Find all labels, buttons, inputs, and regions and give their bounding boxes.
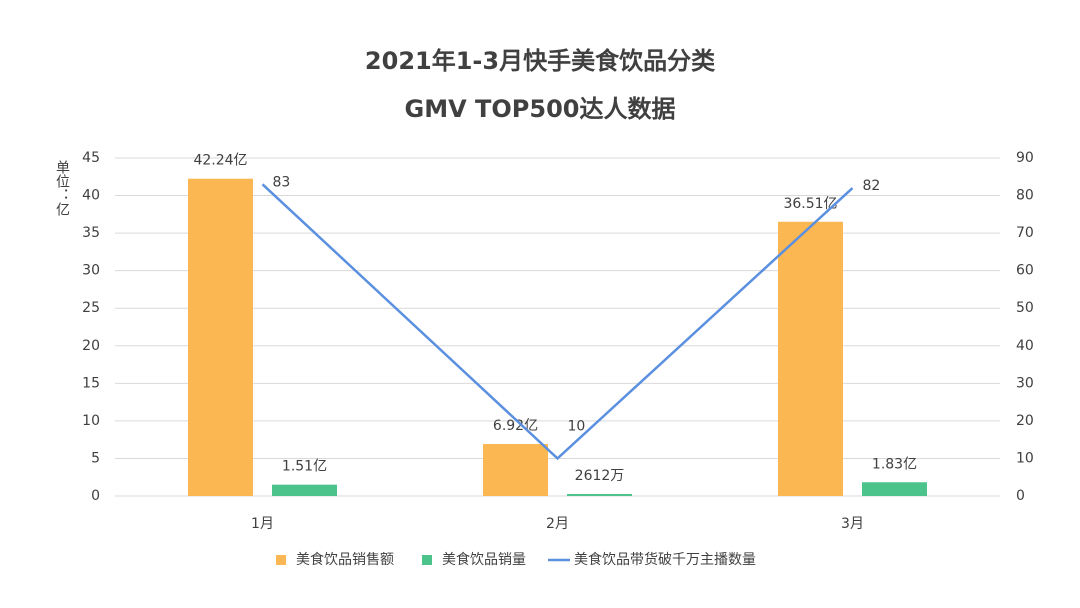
y2-tick-label: 10 <box>1016 450 1034 466</box>
bar <box>862 482 927 496</box>
bar <box>188 178 253 497</box>
bar <box>483 444 548 496</box>
y-tick-label: 10 <box>82 413 100 429</box>
data-label: 42.24亿 <box>193 153 247 169</box>
data-label: 83 <box>273 174 291 190</box>
y-tick-label: 5 <box>91 450 100 466</box>
data-label: 1.83亿 <box>872 456 917 472</box>
y2-tick-label: 50 <box>1016 300 1034 316</box>
legend-label: 美食饮品销售额 <box>296 551 394 568</box>
chart-title: GMV TOP500达人数据 <box>405 95 676 123</box>
bar <box>272 484 337 496</box>
line <box>261 183 854 461</box>
legend-label: 美食饮品带货破千万主播数量 <box>574 551 756 568</box>
legend-swatch <box>422 555 432 565</box>
y2-tick-label: 70 <box>1016 225 1034 241</box>
bar <box>778 221 843 496</box>
y2-tick-label: 80 <box>1016 188 1034 204</box>
y-tick-label: 45 <box>82 150 100 166</box>
data-label: 10 <box>568 418 586 434</box>
data-label: 82 <box>863 178 881 194</box>
y-tick-label: 0 <box>91 488 100 504</box>
y-tick-label: 30 <box>82 263 100 279</box>
x-tick-label: 1月 <box>251 516 274 532</box>
x-tick-label: 2月 <box>546 516 569 532</box>
legend-label: 美食饮品销量 <box>442 551 526 568</box>
y-tick-label: 40 <box>82 188 100 204</box>
y2-tick-label: 20 <box>1016 413 1034 429</box>
y-tick-label: 25 <box>82 300 100 316</box>
y2-tick-label: 0 <box>1016 488 1025 504</box>
y2-tick-label: 30 <box>1016 375 1034 391</box>
y2-tick-label: 90 <box>1016 150 1034 166</box>
y2-tick-label: 60 <box>1016 263 1034 279</box>
y-tick-label: 20 <box>82 338 100 354</box>
data-label: 2612万 <box>575 468 625 484</box>
data-label: 1.51亿 <box>282 459 327 475</box>
y-axis-label: 单位：亿 <box>54 160 70 216</box>
x-tick-label: 3月 <box>841 516 864 532</box>
chart-title: 2021年1-3月快手美食饮品分类 <box>365 47 716 75</box>
y-tick-label: 15 <box>82 375 100 391</box>
y2-tick-label: 40 <box>1016 338 1034 354</box>
y-tick-label: 35 <box>82 225 100 241</box>
bar <box>567 494 632 496</box>
legend-swatch <box>276 555 286 565</box>
data-label: 36.51亿 <box>783 196 837 212</box>
